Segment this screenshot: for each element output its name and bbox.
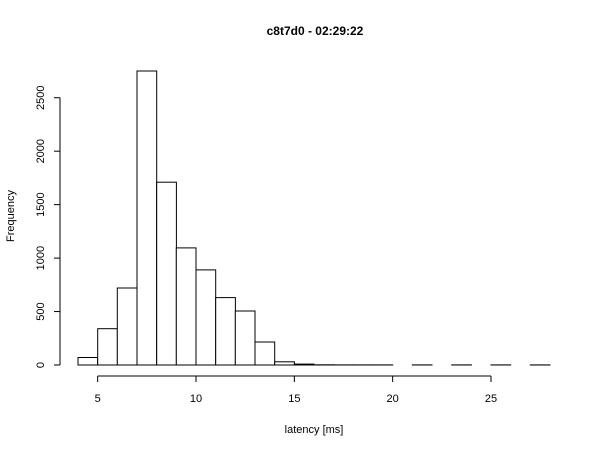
histogram-bar — [77, 357, 99, 366]
y-tick-label: 2000 — [35, 139, 47, 163]
histogram-bar — [195, 269, 217, 366]
x-tick-label: 10 — [190, 393, 202, 405]
y-axis: 0 500 1000 1500 2000 2500 — [35, 85, 61, 368]
x-tick-label: 15 — [288, 393, 300, 405]
bars-group — [77, 70, 551, 366]
y-tick-label: 1500 — [35, 192, 47, 216]
histogram-bar — [116, 287, 138, 366]
histogram-bar — [274, 361, 295, 366]
y-tick-label: 0 — [35, 362, 47, 368]
chart-title: c8t7d0 - 02:29:22 — [267, 24, 364, 38]
histogram-bar — [156, 181, 177, 366]
histogram-bar — [215, 297, 236, 366]
x-tick-label: 5 — [95, 393, 101, 405]
histogram-bar — [175, 247, 197, 366]
x-axis: 5 10 15 20 25 — [95, 375, 497, 405]
histogram-bar — [254, 341, 276, 366]
x-tick-label: 25 — [485, 393, 497, 405]
histogram-bar — [97, 328, 118, 366]
y-tick-label: 1000 — [35, 246, 47, 270]
histogram-bar — [293, 363, 315, 366]
histogram-bar — [136, 70, 158, 366]
y-tick-label: 2500 — [35, 85, 47, 109]
y-tick-label: 500 — [35, 302, 47, 320]
histogram-bar — [234, 310, 256, 366]
x-axis-label: latency [ms] — [285, 424, 344, 436]
y-axis-label: Frequency — [5, 190, 17, 242]
x-tick-label: 20 — [387, 393, 399, 405]
